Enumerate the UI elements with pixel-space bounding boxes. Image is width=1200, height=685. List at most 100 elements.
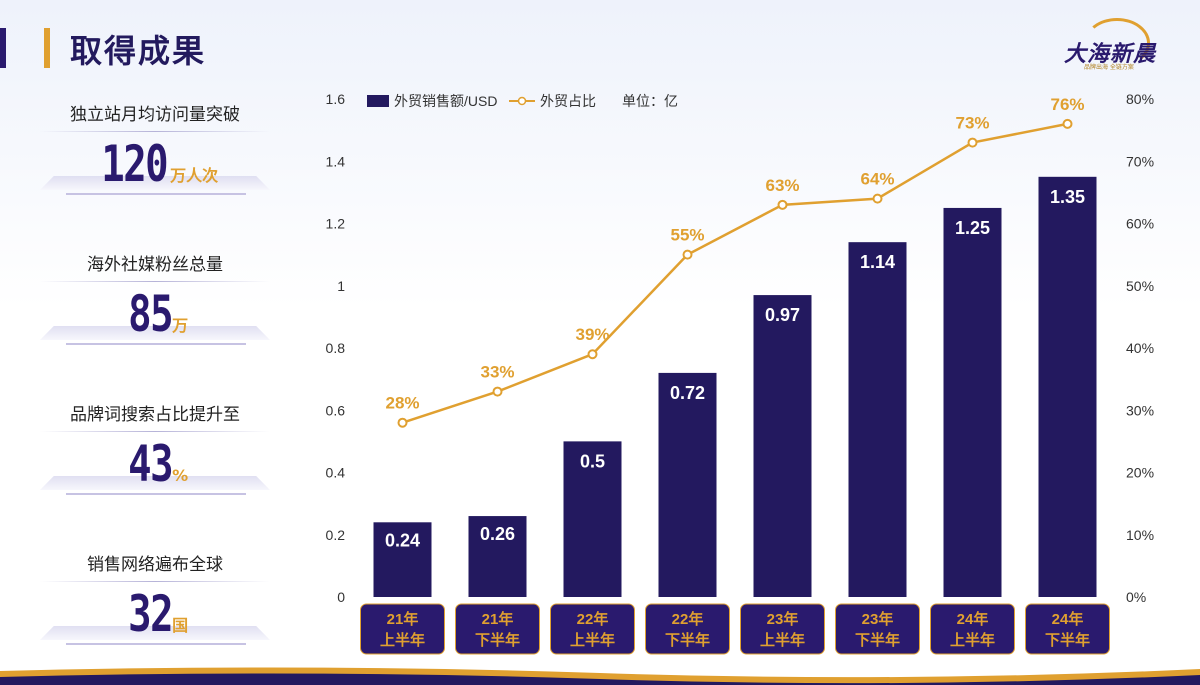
stat-divider [40,281,270,282]
stat-unit: 国 [172,616,189,635]
stat-divider [40,581,270,582]
title-accent-bar-gold [44,28,50,68]
y-right-tick-label: 20% [1126,465,1154,481]
legend-bar-label: 外贸销售额/USD [394,93,497,109]
bar [563,441,622,597]
legend-bar-swatch [367,95,389,107]
bar [943,207,1002,597]
category-label-year: 21年 [482,610,514,628]
category-label-half: 下半年 [1045,631,1090,649]
y-left-tick-label: 1.2 [326,216,346,232]
category-label-year: 22年 [577,610,609,628]
share-point [872,193,883,204]
category-label-year: 24年 [1052,610,1084,628]
stat-unit: % [172,466,189,485]
stat-value-box: 120 万人次 [40,135,270,195]
chart-unit-note: 单位：亿 [622,93,678,109]
category-label-box [1025,603,1110,655]
share-point [967,137,978,148]
category-label-year: 21年 [387,610,419,628]
stat-label: 销售网络遍布全球 [87,555,223,575]
y-left-tick-label: 0.4 [326,465,346,481]
y-left-tick-label: 0.2 [326,527,346,543]
bottom-wave-decoration [0,667,1200,685]
stat-number: 120 [101,135,168,193]
stat-brand-search: 品牌词搜索占比提升至 43% [40,400,270,495]
legend-line-label: 外贸占比 [540,93,596,109]
bar [848,242,907,598]
share-point [492,386,503,397]
page-title: 取得成果 [70,32,207,70]
bar-value-label: 0.97 [765,305,800,325]
stat-value-box: 32国 [40,585,270,645]
y-right-tick-label: 40% [1126,340,1154,356]
category-label-half: 下半年 [855,631,900,649]
stat-unit: 万人次 [170,166,219,185]
y-right-tick-label: 60% [1126,216,1154,232]
y-right-tick-label: 0% [1126,589,1146,605]
stat-social-fans: 海外社媒粉丝总量 85万 [40,250,270,345]
category-label-half: 上半年 [380,631,425,649]
category-label-year: 24年 [957,610,989,628]
category-label-box [645,603,730,655]
category-label-box [550,603,635,655]
category-label-half: 下半年 [475,631,520,649]
y-right-tick-label: 30% [1126,402,1154,418]
share-point [682,249,693,260]
stat-unit: 万 [172,316,189,335]
bar-value-label: 0.5 [580,451,605,471]
stat-plate-line [66,493,246,495]
category-label-year: 22年 [672,610,704,628]
stat-value-box: 43% [40,435,270,495]
bar-value-label: 0.24 [385,530,420,550]
stat-number: 85 [128,285,173,343]
bar-value-label: 0.72 [670,383,705,403]
logo-ring-icon [1084,18,1150,68]
category-label-half: 上半年 [570,631,615,649]
stat-plate-line [66,643,246,645]
bar-value-label: 1.14 [860,252,895,272]
share-value-label: 55% [670,226,704,245]
title-accent-bar [0,28,6,68]
category-label-box [835,603,920,655]
y-right-tick-label: 50% [1126,278,1154,294]
y-left-tick-label: 1 [337,278,345,294]
category-label-half: 上半年 [760,631,805,649]
stat-number: 43 [128,435,173,493]
category-label-year: 23年 [862,610,894,628]
category-label-box [455,603,540,655]
share-value-label: 64% [860,170,894,189]
share-point [397,417,408,428]
category-label-year: 23年 [767,610,799,628]
bar-value-label: 0.26 [480,524,515,544]
share-line [402,122,1068,424]
stat-plate-line [66,193,246,195]
share-value-label: 39% [575,325,609,344]
y-right-tick-label: 70% [1126,153,1154,169]
y-right-tick-label: 80% [1126,91,1154,107]
stat-label: 独立站月均访问量突破 [70,105,240,125]
category-label-half: 下半年 [665,631,710,649]
stat-number: 32 [128,585,173,643]
y-left-tick-label: 1.4 [326,153,346,169]
stat-label: 品牌词搜索占比提升至 [70,405,240,425]
bar [468,516,527,597]
stat-value-box: 85万 [40,285,270,345]
category-label-box [740,603,825,655]
category-label-box [360,603,445,655]
bar-value-label: 1.25 [955,218,990,238]
y-left-tick-label: 1.6 [326,91,346,107]
share-value-label: 76% [1050,95,1084,114]
share-point [1062,118,1073,129]
y-left-tick-label: 0.6 [326,402,346,418]
share-value-label: 63% [765,176,799,195]
y-right-tick-label: 10% [1126,527,1154,543]
y-left-tick-label: 0 [337,589,345,605]
logo: 大海新晨 [1064,42,1157,67]
bar-value-label: 1.35 [1050,187,1085,207]
category-label-half: 上半年 [950,631,995,649]
bar [1038,176,1097,597]
stat-monthly-visits: 独立站月均访问量突破 120 万人次 [40,100,270,195]
logo-tagline: 品牌出海 全链方案 [1084,64,1134,71]
